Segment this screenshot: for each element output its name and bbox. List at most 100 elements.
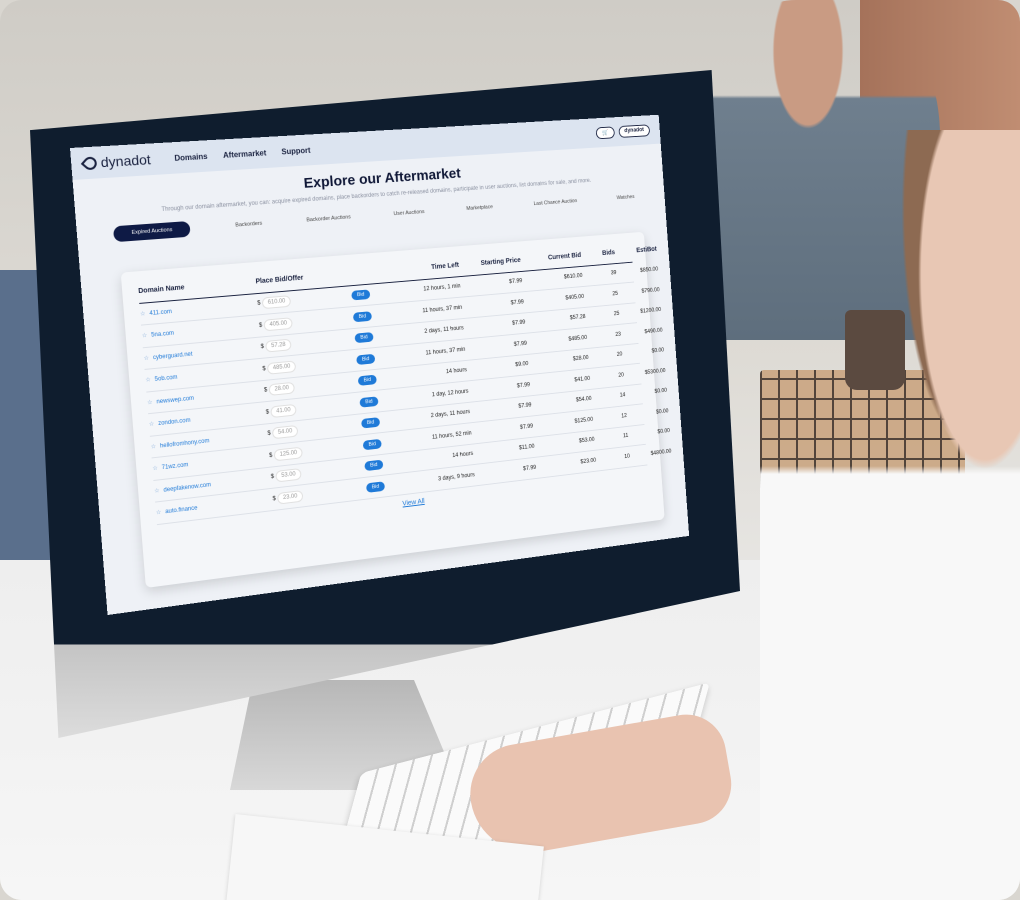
current-bid: $41.00: [574, 375, 591, 384]
bid-input[interactable]: 53.00: [275, 468, 302, 483]
estibot-value: $0.00: [651, 347, 665, 355]
tab-watches[interactable]: Watches: [616, 194, 635, 202]
domain-cell: ☆ cyberguard.net: [143, 344, 261, 362]
col-current-bid[interactable]: Current Bid: [547, 252, 582, 262]
domain-link[interactable]: newswep.com: [156, 395, 195, 406]
bids-count: 23: [615, 331, 622, 338]
col-estibot[interactable]: EstiBot: [636, 246, 657, 255]
bid-input[interactable]: 28.00: [268, 382, 296, 397]
time-left: 11 hours, 37 min: [425, 346, 466, 357]
domain-cell: ☆ 5na.com: [141, 322, 260, 340]
offer-cell: $ 125.00: [269, 443, 363, 462]
bids-count: 14: [619, 392, 626, 399]
col-time-left[interactable]: Time Left: [430, 262, 460, 272]
nav-aftermarket[interactable]: Aftermarket: [222, 148, 267, 160]
current-bid: $405.00: [565, 293, 585, 302]
bids-count: 20: [616, 352, 623, 359]
starting-price: $7.99: [508, 278, 523, 286]
bid-input[interactable]: 23.00: [276, 489, 304, 505]
bid-input[interactable]: 41.00: [270, 403, 297, 418]
bid-button[interactable]: Bid: [352, 310, 372, 323]
star-icon[interactable]: ☆: [154, 487, 160, 495]
current-bid: $57.28: [569, 314, 586, 322]
bid-button[interactable]: Bid: [362, 438, 382, 451]
current-bid: $53.00: [578, 437, 595, 445]
tab-user-auctions[interactable]: User Auctions: [393, 209, 425, 218]
bid-input[interactable]: 485.00: [266, 360, 297, 375]
logo[interactable]: dynadot: [80, 151, 151, 173]
bid-button[interactable]: Bid: [356, 353, 376, 365]
col-domain[interactable]: Domain Name: [138, 284, 185, 296]
starting-price: $7.99: [516, 382, 531, 390]
starting-price: $7.99: [522, 464, 537, 472]
starting-price: $7.99: [512, 320, 526, 327]
star-icon[interactable]: ☆: [152, 465, 159, 473]
star-icon[interactable]: ☆: [150, 443, 157, 451]
domain-link[interactable]: 5na.com: [151, 330, 175, 339]
nav-domains[interactable]: Domains: [174, 151, 208, 163]
tab-backorder-auctions[interactable]: Backorder Auctions: [306, 214, 351, 224]
starting-price: $11.00: [518, 444, 535, 452]
screen: dynadot Domains Aftermarket Support 🛒 dy…: [70, 114, 690, 615]
cart-button[interactable]: 🛒: [595, 125, 615, 139]
estibot-value: $0.00: [657, 428, 671, 436]
estibot-value: $790.00: [641, 287, 660, 295]
bid-input[interactable]: 57.28: [265, 338, 292, 353]
domain-link[interactable]: hellofromhony.com: [159, 438, 210, 450]
offer-cell: $ 54.00: [267, 421, 361, 440]
tab-last-chance[interactable]: Last Chance Auction: [533, 198, 578, 207]
domain-link[interactable]: auto.finance: [165, 505, 198, 516]
star-icon[interactable]: ☆: [155, 510, 162, 517]
time-left: 14 hours: [445, 367, 468, 376]
bids-count: 25: [612, 290, 619, 297]
bids-count: 39: [610, 270, 617, 277]
estibot-value: $850.00: [639, 267, 659, 274]
tab-expired-auctions[interactable]: Expired Auctions: [112, 220, 191, 243]
star-icon[interactable]: ☆: [148, 421, 155, 429]
domain-link[interactable]: 71wz.com: [161, 462, 189, 472]
col-starting-price[interactable]: Starting Price: [480, 257, 521, 268]
starting-price: $7.99: [518, 402, 532, 410]
domain-link[interactable]: 411.com: [149, 308, 173, 317]
bid-button[interactable]: Bid: [364, 459, 384, 472]
auction-table: Domain Name Place Bid/Offer Time Left St…: [120, 231, 672, 588]
offer-cell: $ 57.28: [261, 336, 356, 353]
tab-marketplace[interactable]: Marketplace: [466, 204, 494, 212]
star-icon[interactable]: ☆: [145, 377, 152, 384]
bids-count: 25: [613, 311, 620, 318]
offer-cell: $ 28.00: [264, 379, 358, 397]
star-icon[interactable]: ☆: [143, 355, 150, 362]
star-icon[interactable]: ☆: [141, 333, 148, 340]
bid-input[interactable]: 610.00: [261, 295, 292, 310]
bid-button[interactable]: Bid: [361, 417, 381, 429]
time-left: 11 hours, 37 min: [422, 304, 463, 314]
star-icon[interactable]: ☆: [139, 311, 146, 318]
domain-link[interactable]: 5ob.com: [154, 374, 178, 384]
bid-input[interactable]: 54.00: [271, 425, 299, 440]
current-bid: $28.00: [572, 355, 589, 363]
offer-cell: $ 485.00: [262, 357, 356, 375]
time-left: 2 days, 11 hours: [430, 409, 471, 420]
star-icon[interactable]: ☆: [146, 399, 153, 407]
bid-input[interactable]: 405.00: [263, 316, 294, 332]
bid-input[interactable]: 125.00: [273, 446, 304, 462]
domain-link[interactable]: cyberguard.net: [152, 351, 193, 361]
bid-button[interactable]: Bid: [354, 332, 374, 344]
bid-button[interactable]: Bid: [365, 481, 385, 493]
time-left: 11 hours, 52 min: [431, 430, 472, 441]
estibot-value: $490.00: [644, 327, 663, 335]
offer-cell: $ 53.00: [271, 464, 365, 483]
bid-button[interactable]: Bid: [357, 374, 377, 387]
account-menu[interactable]: dynadot: [618, 123, 651, 138]
bid-button[interactable]: Bid: [359, 396, 379, 408]
offer-cell: $ 405.00: [259, 314, 354, 332]
nav-support[interactable]: Support: [281, 145, 311, 156]
estibot-value: $0.00: [654, 388, 668, 395]
domain-link[interactable]: zondon.com: [158, 417, 191, 428]
tab-backorders[interactable]: Backorders: [235, 220, 263, 229]
bid-button[interactable]: Bid: [351, 289, 371, 301]
col-bids[interactable]: Bids: [601, 249, 616, 258]
bids-count: 11: [622, 433, 629, 440]
domain-link[interactable]: deepfakenow.com: [163, 482, 212, 494]
